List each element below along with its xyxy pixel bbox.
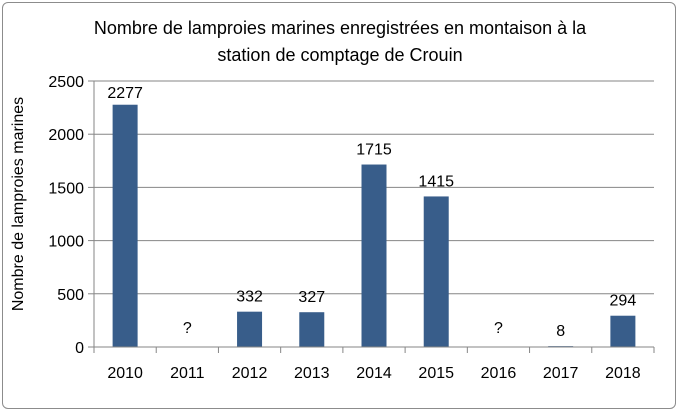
bar-2014 — [361, 164, 387, 347]
data-label-2014: 1715 — [356, 142, 392, 159]
data-label-2017: 8 — [556, 323, 565, 340]
x-tick-label-2018: 2018 — [605, 365, 641, 382]
x-tick-label-2011: 2011 — [170, 365, 205, 382]
data-labels: 2277? 332 327 1715 1415? 8 294 — [107, 85, 636, 340]
data-label-2016: ? — [494, 320, 503, 337]
data-label-2010: 2277 — [107, 85, 143, 102]
chart-title-line-1: Nombre de lamproies marines enregistrées… — [93, 18, 587, 38]
y-tick-label: 2000 — [48, 127, 84, 144]
y-axis-ticks: 0 500 1000 1500 2000 2500 — [48, 74, 94, 357]
x-tick-label-2017: 2017 — [543, 365, 579, 382]
data-label-2013: 327 — [298, 289, 325, 306]
bar-2012 — [237, 311, 263, 347]
bar-2013 — [299, 312, 325, 347]
data-label-2011: ? — [183, 320, 192, 337]
y-tick-label: 1000 — [48, 234, 84, 251]
x-tick-label-2013: 2013 — [294, 365, 330, 382]
x-axis-ticks: 2010 2011 2012 2013 2014 2015 2016 2017 2018 — [93, 347, 655, 382]
bar-2015 — [423, 196, 449, 347]
data-label-2012: 332 — [236, 289, 263, 306]
data-label-2018: 294 — [610, 293, 637, 310]
data-label-2015: 1415 — [418, 173, 454, 190]
x-tick-label-2012: 2012 — [232, 365, 268, 382]
x-tick-label-2016: 2016 — [481, 365, 517, 382]
x-tick-label-2010: 2010 — [107, 365, 143, 382]
x-tick-label-2015: 2015 — [418, 365, 454, 382]
y-axis-label: Nombre de lamproies marines — [10, 97, 27, 311]
chart-title-line-2: station de comptage de Crouin — [217, 45, 463, 65]
bar-2018 — [610, 315, 636, 347]
bar-2010 — [112, 104, 138, 347]
bars — [112, 104, 636, 347]
y-tick-label: 1500 — [48, 180, 84, 197]
y-tick-label: 0 — [75, 340, 84, 357]
x-tick-label-2014: 2014 — [356, 365, 392, 382]
y-tick-label: 2500 — [48, 74, 84, 91]
y-tick-label: 500 — [57, 287, 84, 304]
